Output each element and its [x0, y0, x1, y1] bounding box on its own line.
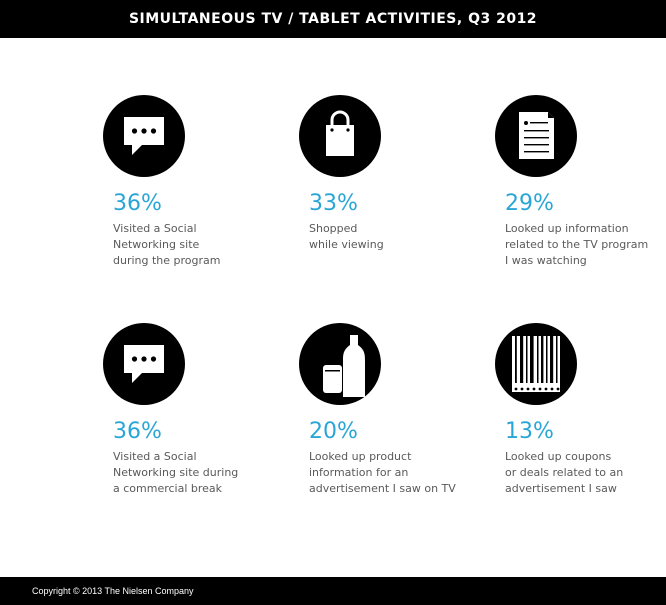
percent-value: 29%: [505, 191, 554, 216]
header-bar: SIMULTANEOUS TV / TABLET ACTIVITIES, Q3 …: [0, 0, 666, 38]
shopping-bag-icon: [299, 95, 381, 177]
stat-description: Looked up product information for an adv…: [309, 450, 456, 495]
percent-value: 36%: [113, 191, 162, 216]
stat-tile-coupons: 13% Looked up coupons or deals related t…: [495, 323, 665, 533]
stat-tile-product-info: 20% Looked up product information for an…: [299, 323, 469, 533]
percent-value: 13%: [505, 419, 554, 444]
chat-bubble-icon: [103, 323, 185, 405]
stat-description: Visited a Social Networking site during …: [113, 450, 239, 495]
chat-bubble-icon: [103, 95, 185, 177]
stat-description: Looked up information related to the TV …: [505, 222, 649, 267]
footer-bar: Copyright © 2013 The Nielsen Company: [0, 577, 666, 605]
percent-value: 36%: [113, 419, 162, 444]
stat-description: Visited a Social Networking site during …: [113, 222, 221, 267]
percent-value: 33%: [309, 191, 358, 216]
copyright-text: Copyright © 2013 The Nielsen Company: [32, 586, 194, 596]
can-and-bottle-icon: [299, 323, 381, 405]
stat-tile-social-program: 36% Visited a Social Networking site dur…: [103, 95, 273, 305]
stat-tile-shopped: 33% Shopped while viewing: [299, 95, 469, 305]
document-icon: [495, 95, 577, 177]
stat-description: Looked up coupons or deals related to an…: [505, 450, 624, 495]
percent-value: 20%: [309, 419, 358, 444]
coupon-barcode-icon: [495, 323, 577, 405]
stat-tile-info-program: 29% Looked up information related to the…: [495, 95, 665, 305]
page-title: SIMULTANEOUS TV / TABLET ACTIVITIES, Q3 …: [128, 11, 538, 27]
stat-tile-social-commercial: 36% Visited a Social Networking site dur…: [103, 323, 273, 533]
stat-description: Shopped while viewing: [309, 222, 384, 251]
